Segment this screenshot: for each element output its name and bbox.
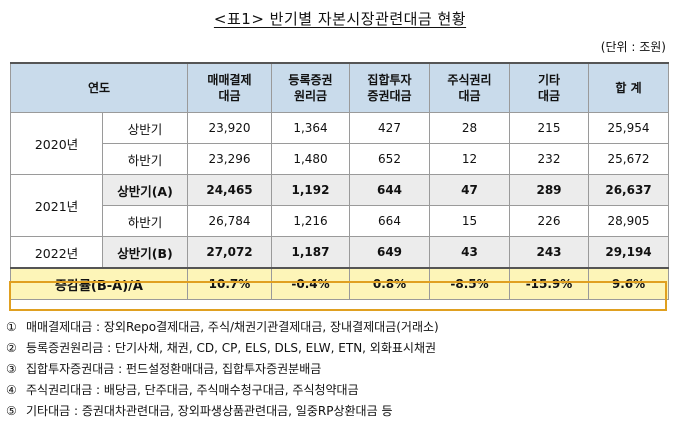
table-row-highlight: 2022년 상반기(B) 27,072 1,187 649 43 243 29,… <box>10 236 669 269</box>
value-cell: 649 <box>349 236 430 269</box>
unit-label: (단위 : 조원) <box>600 40 666 54</box>
total-cell: 25,954 <box>588 112 669 144</box>
year-cell: 2022년 <box>10 236 103 269</box>
header-col-rights: 주식권리 대금 <box>429 62 510 113</box>
half-cell: 상반기(A) <box>102 174 188 206</box>
summary-cell: -15.9% <box>509 267 589 300</box>
value-cell: 26,784 <box>187 205 272 237</box>
value-cell: 15 <box>429 205 510 237</box>
total-cell: 28,905 <box>588 205 669 237</box>
table-row: 2020년 상반기 23,920 1,364 427 28 215 25,954 <box>10 112 669 175</box>
table-title: <표1> 반기별 자본시장관련대금 현황 <box>213 10 467 28</box>
table-row: 하반기 26,784 1,216 664 15 226 28,905 <box>11 205 669 237</box>
summary-label: 증감률(B-A)/A <box>10 267 188 300</box>
footnote: ② 등록증권원리금 : 단기사채, 채권, CD, CP, ELS, DLS, E… <box>6 341 437 355</box>
value-cell: 232 <box>509 143 589 175</box>
value-cell: 23,296 <box>187 143 272 175</box>
total-cell: 25,672 <box>588 143 669 175</box>
table-row-highlight: 2021년 상반기(A) 24,465 1,192 644 47 289 26,… <box>10 174 669 237</box>
summary-cell: -0.4% <box>271 267 350 300</box>
year-cell: 2020년 <box>10 112 103 175</box>
value-cell: 24,465 <box>187 174 272 206</box>
summary-cell: 10.7% <box>187 267 272 300</box>
header-row: 연도 매매결제 대금 등록증권 원리금 집합투자 증권대금 주식권리 대금 기타 대금 합… <box>10 62 669 113</box>
value-cell: 23,920 <box>187 112 272 144</box>
table-row: 하반기 23,296 1,480 652 12 232 25,672 <box>11 143 669 175</box>
value-cell: 47 <box>429 174 510 206</box>
footnotes: ① 매매결제대금 : 장외Repo결제대금, 주식/채권기관결제대금, 장내결제대… <box>6 317 674 422</box>
total-cell: 26,637 <box>588 174 669 206</box>
value-cell: 1,187 <box>271 236 350 269</box>
value-cell: 1,192 <box>271 174 350 206</box>
value-cell: 1,480 <box>271 143 350 175</box>
value-cell: 1,364 <box>271 112 350 144</box>
summary-cell: 0.8% <box>349 267 430 300</box>
footnote: ④ 주식권리대금 : 배당금, 단주대금, 주식매수청구대금, 주식청약대금 <box>6 383 359 397</box>
value-cell: 43 <box>429 236 510 269</box>
value-cell: 664 <box>349 205 430 237</box>
value-cell: 28 <box>429 112 510 144</box>
half-cell: 상반기(B) <box>102 236 188 269</box>
value-cell: 12 <box>429 143 510 175</box>
half-cell: 상반기 <box>102 112 188 144</box>
half-cell: 하반기 <box>102 143 188 175</box>
value-cell: 652 <box>349 143 430 175</box>
value-cell: 243 <box>509 236 589 269</box>
footnote: ③ 집합투자증권대금 : 펀드설정환매대금, 집합투자증권분배금 <box>6 362 322 376</box>
summary-cell: -8.5% <box>429 267 510 300</box>
header-col-fund: 집합투자 증권대금 <box>349 62 430 113</box>
value-cell: 226 <box>509 205 589 237</box>
value-cell: 289 <box>509 174 589 206</box>
value-cell: 27,072 <box>187 236 272 269</box>
total-cell: 29,194 <box>588 236 669 269</box>
summary-row: 증감률(B-A)/A 10.7% -0.4% 0.8% -8.5% -15.9%… <box>10 267 669 300</box>
summary-cell: 9.6% <box>588 267 669 300</box>
header-col-registered: 등록증권 원리금 <box>271 62 350 113</box>
value-cell: 644 <box>349 174 430 206</box>
value-cell: 1,216 <box>271 205 350 237</box>
header-col-other: 기타 대금 <box>509 62 589 113</box>
half-cell: 하반기 <box>102 205 188 237</box>
header-col-trade: 매매결제 대금 <box>187 62 272 113</box>
footnote: ⑤ 기타대금 : 증권대차관련대금, 장외파생상품관련대금, 일중RP상환대금 등 <box>6 404 393 418</box>
value-cell: 427 <box>349 112 430 144</box>
header-period: 연도 <box>10 62 188 113</box>
footnote: ① 매매결제대금 : 장외Repo결제대금, 주식/채권기관결제대금, 장내결제대… <box>6 320 439 334</box>
year-cell: 2021년 <box>10 174 103 237</box>
header-col-total: 합 계 <box>588 62 669 113</box>
value-cell: 215 <box>509 112 589 144</box>
settlement-table: 연도 매매결제 대금 등록증권 원리금 집합투자 증권대금 주식권리 대금 기타 대금 합… <box>10 62 669 300</box>
